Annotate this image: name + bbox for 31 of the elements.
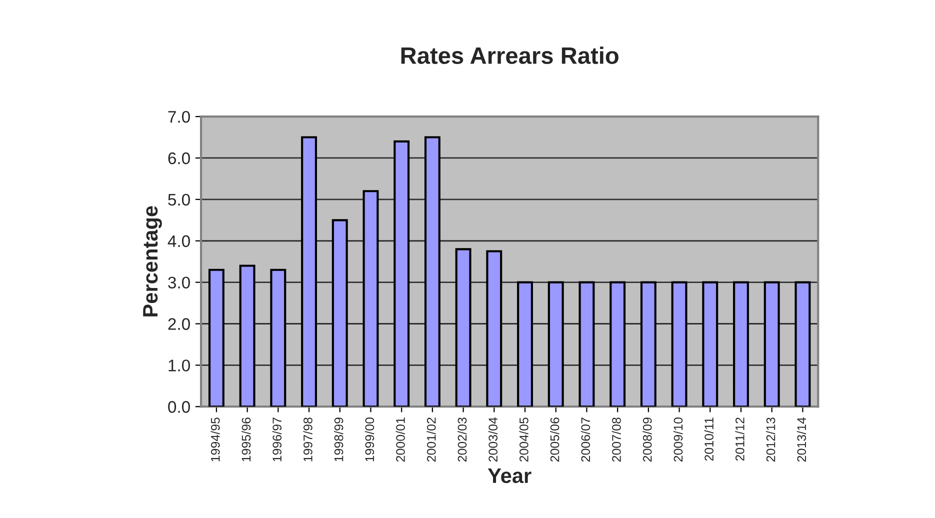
- chart-title: Rates Arrears Ratio: [401, 46, 618, 64]
- y-axis-title: Percentage: [143, 206, 162, 316]
- y-tick-label: 1.0: [168, 360, 190, 372]
- x-tick-label: 2002/03: [457, 418, 467, 462]
- y-tick-label: 4.0: [168, 235, 190, 248]
- x-tick-label: 2005/06: [550, 418, 560, 462]
- x-tick-label: 1995/96: [241, 418, 251, 462]
- x-tick-label: 2004/05: [519, 418, 528, 462]
- x-tick-label: 2010/11: [704, 418, 714, 461]
- y-tick-label: 2.0: [168, 318, 190, 330]
- x-tick-label: 2011/12: [735, 418, 744, 461]
- x-tick-label: 2007/08: [612, 418, 621, 462]
- y-tick-label: 5.0: [168, 194, 190, 206]
- x-tick-label: 1994/95: [210, 418, 220, 462]
- y-tick-label: 3.0: [168, 276, 190, 289]
- x-tick-label: 2000/01: [396, 418, 405, 462]
- x-tick-label: 1997/98: [303, 418, 312, 462]
- y-tick-label: 6.0: [168, 152, 190, 164]
- x-tick-label: 2012/13: [766, 418, 776, 462]
- x-tick-label: 2006/07: [580, 418, 590, 462]
- x-tick-label: 2009/10: [673, 418, 683, 462]
- x-tick-label: 1996/97: [272, 418, 282, 462]
- x-tick-label: 1999/00: [364, 418, 374, 462]
- x-tick-label: 2001/02: [426, 418, 436, 462]
- x-tick-label: 2008/09: [642, 418, 652, 462]
- x-tick-label: 1998/99: [334, 418, 344, 462]
- y-tick-label: 7.0: [168, 110, 190, 123]
- x-tick-label: 2003/04: [488, 417, 498, 462]
- x-tick-label: 2013/14: [796, 417, 806, 462]
- x-axis-title: Year: [488, 468, 532, 484]
- y-tick-label: 0.0: [168, 401, 190, 413]
